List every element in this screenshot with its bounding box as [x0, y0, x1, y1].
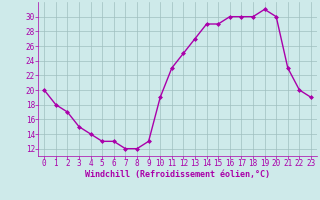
- X-axis label: Windchill (Refroidissement éolien,°C): Windchill (Refroidissement éolien,°C): [85, 170, 270, 179]
